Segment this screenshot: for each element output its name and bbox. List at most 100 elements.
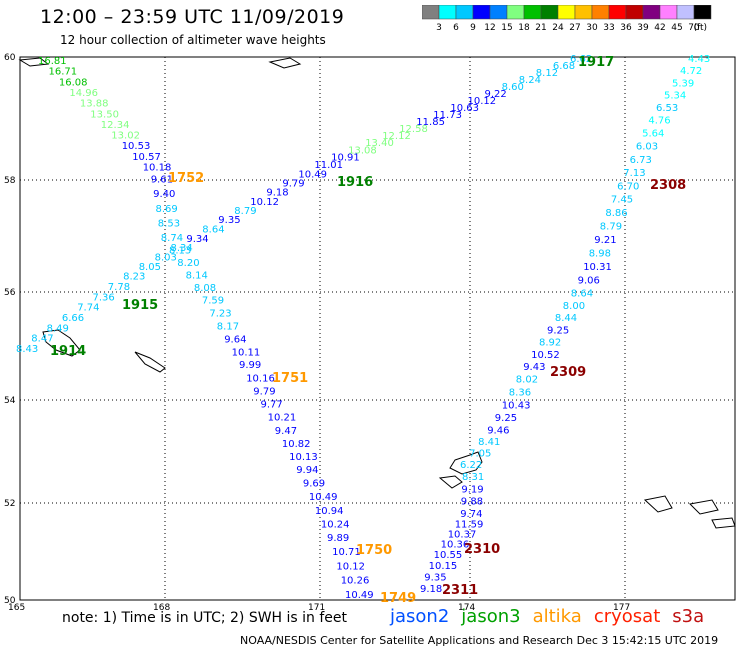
wave-height-value: 8.79 bbox=[600, 222, 622, 233]
lat-label: 54 bbox=[4, 396, 16, 406]
wave-height-value: 10.63 bbox=[450, 103, 479, 114]
wave-height-value: 9.22 bbox=[485, 89, 507, 100]
wave-height-value: 13.08 bbox=[348, 145, 377, 156]
track-time-label: 1750 bbox=[356, 543, 392, 558]
wave-height-value: 10.91 bbox=[331, 152, 360, 163]
wave-height-value: 10.21 bbox=[268, 413, 297, 424]
wave-height-value: 11.73 bbox=[433, 110, 462, 121]
wave-height-value: 9.79 bbox=[253, 386, 275, 397]
lat-label: 50 bbox=[4, 596, 16, 606]
footer-credit: NOAA/NESDIS Center for Satellite Applica… bbox=[240, 634, 719, 647]
lat-label: 60 bbox=[4, 53, 16, 63]
coastline bbox=[643, 495, 673, 513]
legend-tick: 33 bbox=[603, 23, 614, 33]
wave-height-value: 13.02 bbox=[111, 131, 140, 142]
wave-height-value: 12.58 bbox=[399, 124, 428, 135]
wave-height-value: 8.74 bbox=[161, 233, 183, 244]
wave-height-value: 5.34 bbox=[664, 91, 686, 102]
wave-height-value: 8.98 bbox=[589, 249, 611, 260]
wave-height-value: 10.49 bbox=[309, 492, 338, 503]
wave-height-value: 16.71 bbox=[49, 67, 78, 78]
wave-height-value: 8.24 bbox=[519, 75, 541, 86]
track-time-label: 1752 bbox=[168, 171, 204, 186]
wave-height-value: 13.88 bbox=[80, 99, 109, 110]
lon-label: 171 bbox=[308, 603, 325, 613]
wave-height-value: 8.31 bbox=[462, 472, 484, 483]
wave-height-value: 10.26 bbox=[341, 576, 370, 587]
legend-tick: 70 bbox=[688, 23, 700, 33]
wave-height-value: 9.40 bbox=[153, 189, 175, 200]
wave-height-value: 10.15 bbox=[429, 561, 458, 572]
legend-tick: 24 bbox=[552, 23, 564, 33]
wave-height-value: 10.49 bbox=[298, 169, 327, 180]
wave-height-value: 9.18 bbox=[266, 188, 288, 199]
wave-height-value: 8.08 bbox=[194, 283, 216, 294]
wave-height-value: 8.13 bbox=[169, 246, 191, 257]
satellite-label-s3a: s3a bbox=[672, 606, 705, 627]
track-time-label: 2308 bbox=[650, 178, 686, 193]
wave-height-value: 10.82 bbox=[282, 439, 311, 450]
footer-note: note: 1) Time is in UTC; 2) SWH is in fe… bbox=[62, 610, 348, 626]
track-time-label: 1917 bbox=[578, 55, 614, 70]
legend-tick: 27 bbox=[569, 23, 580, 33]
wave-height-value: 9.21 bbox=[594, 235, 616, 246]
wave-height-value: 8.44 bbox=[555, 313, 577, 324]
wave-height-value: 8.03 bbox=[155, 253, 177, 264]
wave-height-value: 10.71 bbox=[332, 547, 361, 558]
wave-height-value: 14.96 bbox=[69, 88, 98, 99]
wave-height-legend: 3 6 9 12 15 18 21 24 27 30 33 36 39 42 45 70(ft) bbox=[422, 5, 712, 33]
legend-tick: 15 bbox=[501, 23, 512, 33]
coastline bbox=[18, 57, 50, 67]
coastline bbox=[42, 329, 81, 357]
wave-height-value: 8.92 bbox=[539, 338, 561, 349]
wave-height-value: 8.47 bbox=[31, 334, 53, 345]
wave-height-value: 10.18 bbox=[143, 163, 172, 174]
wave-height-value: 10.37 bbox=[448, 530, 477, 541]
track-time-label: 1914 bbox=[50, 344, 86, 359]
wave-height-value: 8.49 bbox=[47, 323, 69, 334]
wave-height-value: 4.72 bbox=[680, 66, 702, 77]
coastline bbox=[688, 499, 719, 515]
wave-height-value: 9.61 bbox=[151, 174, 173, 185]
legend-tick: 6 bbox=[453, 23, 459, 33]
wave-height-value: 8.20 bbox=[177, 258, 199, 269]
wave-height-value: 10.16 bbox=[246, 373, 275, 384]
wave-height-value: 9.46 bbox=[487, 426, 509, 437]
track-time-label: 2309 bbox=[550, 365, 586, 380]
wave-height-value: 8.60 bbox=[502, 82, 524, 93]
track-time-label: 1916 bbox=[337, 175, 373, 190]
wave-height-value: 11.85 bbox=[416, 117, 445, 128]
map-frame bbox=[19, 56, 736, 601]
wave-height-value: 8.00 bbox=[563, 301, 585, 312]
legend-tick: 42 bbox=[654, 23, 665, 33]
wave-height-value: 5.64 bbox=[642, 129, 664, 140]
wave-height-value: 7.59 bbox=[202, 295, 224, 306]
jason3-track: 8.438.478.496.667.747.367.788.238.058.03… bbox=[16, 54, 592, 355]
wave-height-value: 9.69 bbox=[303, 479, 325, 490]
page-title: 12:00 – 23:59 UTC 11/09/2019 bbox=[40, 6, 345, 28]
wave-height-value: 10.36 bbox=[441, 540, 470, 551]
wave-height-value: 6.03 bbox=[636, 142, 658, 153]
satellite-label-jason2: jason2 bbox=[390, 606, 450, 627]
wave-height-value: 10.49 bbox=[345, 590, 374, 601]
wave-height-value: 9.34 bbox=[186, 234, 208, 245]
wave-height-value: 9.06 bbox=[578, 276, 600, 287]
wave-height-value: 10.52 bbox=[531, 350, 560, 361]
coastline bbox=[711, 517, 736, 529]
wave-height-value: 10.55 bbox=[434, 550, 463, 561]
lon-label: 177 bbox=[613, 603, 630, 613]
wave-height-value: 8.05 bbox=[139, 262, 161, 273]
lat-label: 56 bbox=[4, 288, 16, 298]
lon-label: 174 bbox=[458, 603, 475, 613]
wave-height-value: 4.76 bbox=[648, 115, 670, 126]
wave-height-value: 8.53 bbox=[158, 219, 180, 230]
wave-height-value: 10.12 bbox=[336, 561, 365, 572]
wave-height-value: 9.64 bbox=[224, 334, 246, 345]
wave-height-value: 5.39 bbox=[672, 78, 694, 89]
lat-label: 52 bbox=[4, 499, 15, 509]
coastline bbox=[449, 451, 483, 475]
legend-tick: 12 bbox=[484, 23, 495, 33]
wave-height-value: 9.25 bbox=[547, 325, 569, 336]
wave-height-value: 6.66 bbox=[62, 313, 84, 324]
wave-height-value: 16.81 bbox=[38, 56, 67, 67]
